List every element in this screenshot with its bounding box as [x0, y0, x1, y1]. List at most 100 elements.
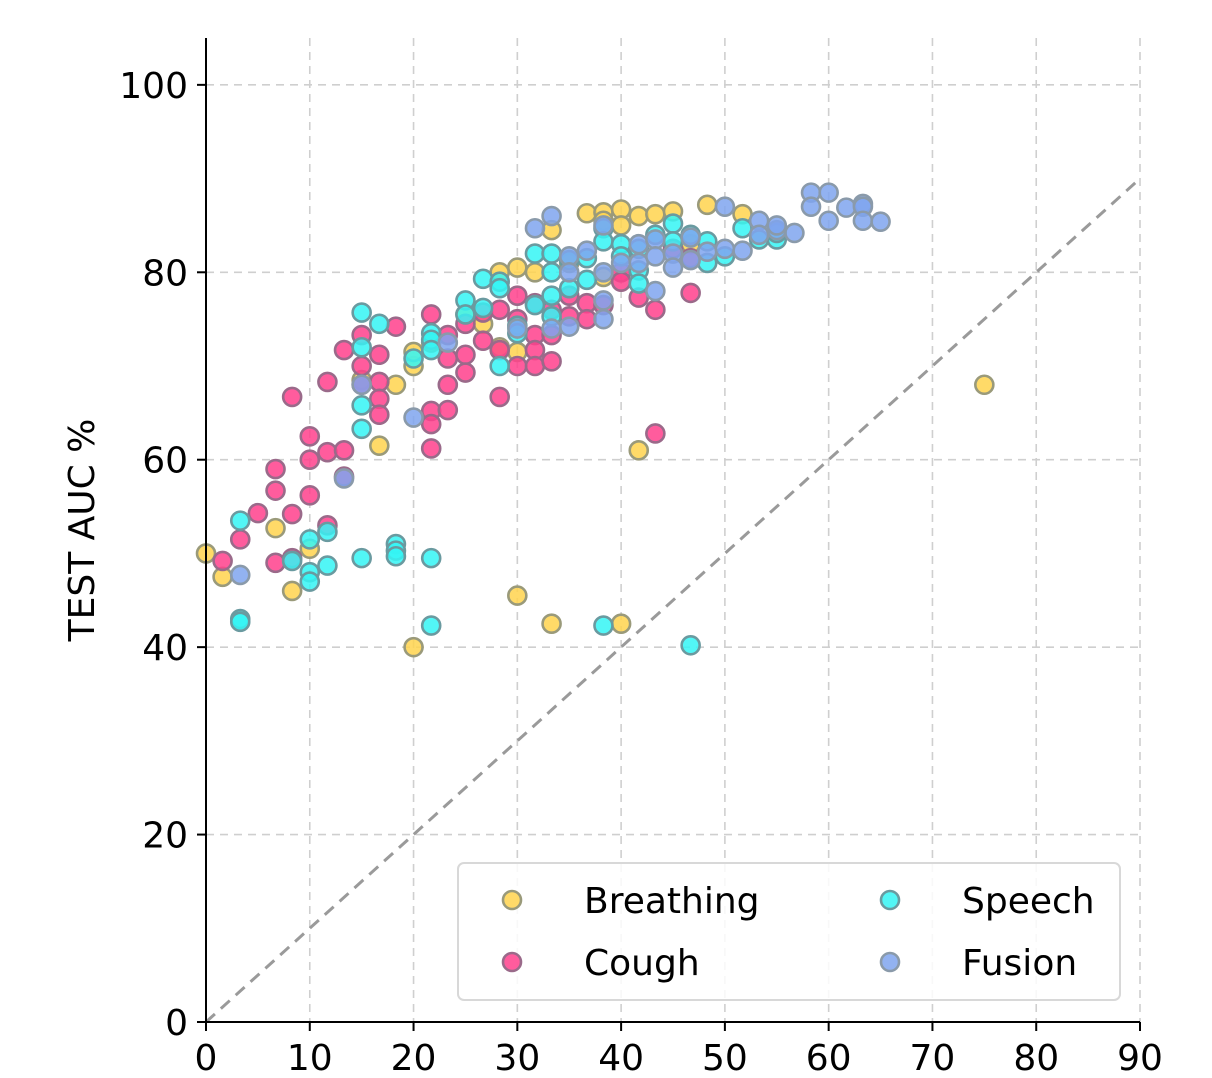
- point-fusion-34: [766, 215, 788, 236]
- point-speech-6: [299, 571, 321, 592]
- y-tick-label-60: 60: [142, 441, 188, 482]
- point-speech-9: [351, 302, 372, 323]
- legend-label-breathing: Breathing: [584, 881, 760, 922]
- point-breathing-6: [369, 435, 390, 456]
- point-fusion-37: [800, 196, 822, 217]
- point-speech-55: [680, 634, 701, 656]
- point-fusion-30: [732, 240, 753, 262]
- y-tick-label-0: 0: [165, 1003, 188, 1044]
- point-breathing-30: [628, 440, 650, 461]
- point-cough-26: [420, 304, 442, 325]
- point-fusion-35: [784, 222, 805, 244]
- y-axis-title: TEST AUC %: [62, 419, 103, 643]
- point-speech-14: [369, 313, 390, 335]
- point-cough-60: [645, 299, 666, 321]
- legend-label-speech: Speech: [962, 881, 1095, 922]
- x-tick-label-80: 80: [1013, 1038, 1059, 1078]
- legend-marker-cough: [501, 951, 523, 973]
- point-breathing-32: [645, 203, 666, 225]
- x-tick-label-70: 70: [910, 1038, 956, 1078]
- point-cough-7: [281, 503, 303, 525]
- point-breathing-18: [507, 585, 528, 606]
- point-cough-13: [317, 441, 338, 463]
- point-fusion-24: [662, 257, 684, 278]
- x-tick-label-50: 50: [702, 1038, 748, 1078]
- point-fusion-1: [333, 468, 355, 489]
- point-fusion-18: [628, 233, 650, 255]
- point-fusion-7: [541, 205, 562, 227]
- point-breathing-35: [696, 194, 718, 216]
- x-tick-label-30: 30: [494, 1038, 540, 1078]
- point-fusion-29: [714, 238, 736, 260]
- point-speech-23: [420, 615, 442, 636]
- legend-frame: [457, 862, 1121, 1001]
- point-cough-58: [610, 271, 632, 292]
- point-fusion-39: [818, 210, 839, 232]
- point-fusion-44: [870, 211, 891, 232]
- point-cough-55: [576, 308, 598, 330]
- point-speech-13: [351, 547, 372, 569]
- point-fusion-20: [645, 229, 666, 250]
- x-tick-label-20: 20: [391, 1038, 437, 1078]
- point-speech-29: [489, 277, 510, 299]
- point-cough-11: [299, 485, 321, 506]
- point-breathing-28: [610, 215, 632, 236]
- point-cough-1: [229, 529, 251, 550]
- point-cough-12: [317, 371, 338, 393]
- point-fusion-16: [593, 308, 614, 330]
- point-fusion-43: [852, 210, 874, 232]
- point-speech-4: [299, 529, 321, 550]
- y-tick-label-20: 20: [142, 816, 188, 857]
- point-cough-9: [299, 425, 321, 447]
- point-speech-50: [628, 273, 650, 294]
- point-speech-11: [351, 395, 372, 416]
- point-fusion-0: [229, 564, 251, 586]
- legend: Breathing Cough Speech Fusion: [457, 862, 1121, 1001]
- point-fusion-26: [680, 249, 701, 271]
- point-fusion-4: [437, 332, 459, 353]
- point-breathing-7: [385, 374, 407, 396]
- point-cough-15: [333, 339, 355, 361]
- point-cough-63: [680, 282, 701, 304]
- point-cough-21: [369, 344, 390, 366]
- point-cough-5: [265, 552, 286, 574]
- point-fusion-22: [645, 280, 666, 302]
- point-fusion-14: [593, 261, 614, 283]
- point-speech-37: [541, 285, 562, 307]
- data-points: [195, 182, 995, 658]
- point-fusion-10: [558, 261, 580, 283]
- point-speech-10: [351, 336, 372, 358]
- point-fusion-13: [593, 215, 614, 236]
- point-fusion-11: [558, 316, 580, 337]
- y-tick-label-80: 80: [142, 253, 188, 294]
- point-breathing-31: [628, 205, 650, 227]
- point-breathing-29: [610, 613, 632, 635]
- point-speech-26: [472, 268, 494, 290]
- point-fusion-21: [645, 246, 666, 267]
- point-breathing-19: [524, 261, 546, 283]
- y-tick-label-40: 40: [142, 628, 188, 669]
- x-tick-label-10: 10: [287, 1038, 333, 1078]
- point-cough-61: [645, 423, 666, 444]
- point-breathing-23: [576, 202, 598, 224]
- point-fusion-28: [714, 196, 736, 217]
- point-cough-33: [437, 399, 459, 421]
- axis-ticks: 0 10 20 30 40 50 60 70 80 90 0 20 40 60 80 100: [119, 66, 1163, 1078]
- point-fusion-40: [836, 197, 857, 218]
- legend-label-fusion: Fusion: [962, 943, 1077, 984]
- point-speech-21: [420, 339, 442, 361]
- point-fusion-6: [524, 217, 546, 239]
- point-cough-2: [247, 502, 269, 524]
- point-speech-35: [541, 243, 562, 264]
- point-cough-3: [265, 458, 286, 480]
- point-cough-38: [472, 330, 494, 351]
- point-breathing-37: [974, 374, 995, 396]
- legend-marker-fusion: [879, 951, 901, 973]
- legend-marker-speech: [879, 889, 901, 911]
- point-breathing-2: [265, 517, 286, 539]
- point-fusion-32: [748, 224, 770, 246]
- point-cough-32: [437, 374, 459, 396]
- point-cough-10: [299, 449, 321, 471]
- point-speech-7: [317, 521, 338, 543]
